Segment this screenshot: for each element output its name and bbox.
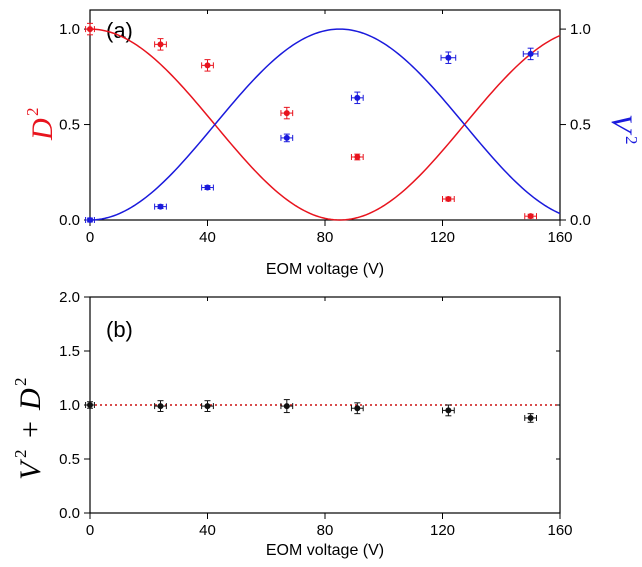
data-point — [350, 402, 364, 415]
y-tick-label: 1.0 — [59, 397, 80, 414]
data-point — [440, 51, 457, 64]
marker — [283, 134, 290, 141]
marker — [527, 213, 534, 220]
panel-a-y-axis-title-left: D 2 — [23, 108, 59, 142]
x-tick-label: 40 — [199, 522, 216, 539]
fit-curve — [89, 28, 561, 221]
y-tick-label: 1.0 — [59, 21, 80, 38]
data-point — [524, 413, 537, 423]
data-point — [85, 22, 95, 36]
marker — [87, 217, 93, 223]
data-point — [350, 91, 364, 105]
marker — [527, 414, 534, 421]
data-point — [201, 400, 214, 412]
marker — [204, 403, 211, 410]
data-point — [442, 196, 455, 202]
marker — [354, 405, 361, 412]
y-tick-label: 1.5 — [59, 343, 80, 360]
y-tick-label: 0.5 — [59, 117, 80, 134]
x-tick-label: 160 — [547, 229, 572, 246]
marker — [283, 403, 290, 410]
y-tick-label: 2.0 — [59, 289, 80, 306]
x-tick-label: 120 — [430, 522, 455, 539]
data-point — [280, 133, 294, 143]
marker — [204, 184, 211, 191]
marker — [157, 41, 164, 48]
y-axis-title-right-symbol: V — [605, 114, 638, 136]
data-point — [154, 400, 167, 412]
y-axis-title-term-a-power: 2 — [11, 450, 30, 459]
data-point — [280, 106, 294, 120]
data-point — [524, 213, 537, 220]
x-tick-label: 40 — [199, 229, 216, 246]
data-point — [201, 184, 214, 191]
data-point — [85, 217, 95, 223]
y-tick-label-right: 0.5 — [570, 117, 591, 134]
marker — [87, 26, 93, 33]
marker — [157, 403, 164, 410]
y-axis-title-left-power: 2 — [23, 108, 42, 117]
panel-a-x-axis-title: EOM voltage (V) — [266, 261, 384, 278]
x-tick-label: 0 — [86, 522, 94, 539]
x-tick-label: 160 — [547, 522, 572, 539]
marker — [354, 94, 361, 101]
panel-a-label: (a) — [106, 18, 133, 43]
data-point — [85, 401, 95, 409]
data-point — [350, 153, 364, 161]
data-point — [280, 399, 294, 414]
y-tick-label: 0.0 — [59, 212, 80, 229]
panel-a-y-axis-title-right: V 2 — [605, 114, 641, 145]
x-tick-label: 120 — [430, 229, 455, 246]
y-axis-title-operator: + — [14, 421, 47, 438]
data-point — [442, 404, 455, 417]
marker — [157, 203, 164, 210]
panel-b-data-points — [85, 399, 537, 423]
data-point — [522, 47, 539, 61]
data-point — [154, 38, 167, 51]
marker — [445, 407, 452, 414]
y-axis-title-right-power: 2 — [622, 136, 641, 145]
marker — [527, 50, 534, 57]
y-tick-label: 0.5 — [59, 451, 80, 468]
panel-b-label: (b) — [106, 317, 133, 342]
marker — [354, 154, 361, 160]
y-tick-label: 0.0 — [59, 505, 80, 522]
panel-a: (a) EOM voltage (V) D 2 V 2 0 40 80 120 1600… — [23, 9, 641, 278]
marker — [283, 110, 290, 117]
y-axis-title-term-b-power: 2 — [11, 378, 30, 387]
panel-a-data-points — [85, 22, 539, 223]
x-tick-label: 0 — [86, 229, 94, 246]
y-axis-title-term-b: D — [14, 388, 47, 411]
panel-b-x-axis-title: EOM voltage (V) — [266, 542, 384, 559]
data-point — [154, 203, 167, 210]
marker — [204, 62, 211, 69]
fit-curve — [89, 28, 561, 221]
y-axis-title-left-symbol: D — [26, 118, 59, 141]
panel-a-fit-curves — [89, 28, 561, 221]
x-tick-label: 80 — [317, 229, 334, 246]
marker — [445, 54, 452, 61]
data-point — [201, 59, 214, 72]
marker — [87, 402, 93, 408]
panel-b-y-axis-title: V 2 + D 2 — [11, 378, 47, 481]
y-axis-title-term-a: V — [14, 458, 47, 480]
panel-b-ticks: 0 40 80 120 160 0.0 0.5 1.0 1.5 2.0 — [59, 289, 572, 539]
y-tick-label-right: 0.0 — [570, 212, 591, 229]
y-tick-label-right: 1.0 — [570, 21, 591, 38]
marker — [445, 196, 452, 202]
x-tick-label: 80 — [317, 522, 334, 539]
panel-b: (b) EOM voltage (V) V 2 + D 2 0 40 80 120 16… — [11, 289, 573, 559]
